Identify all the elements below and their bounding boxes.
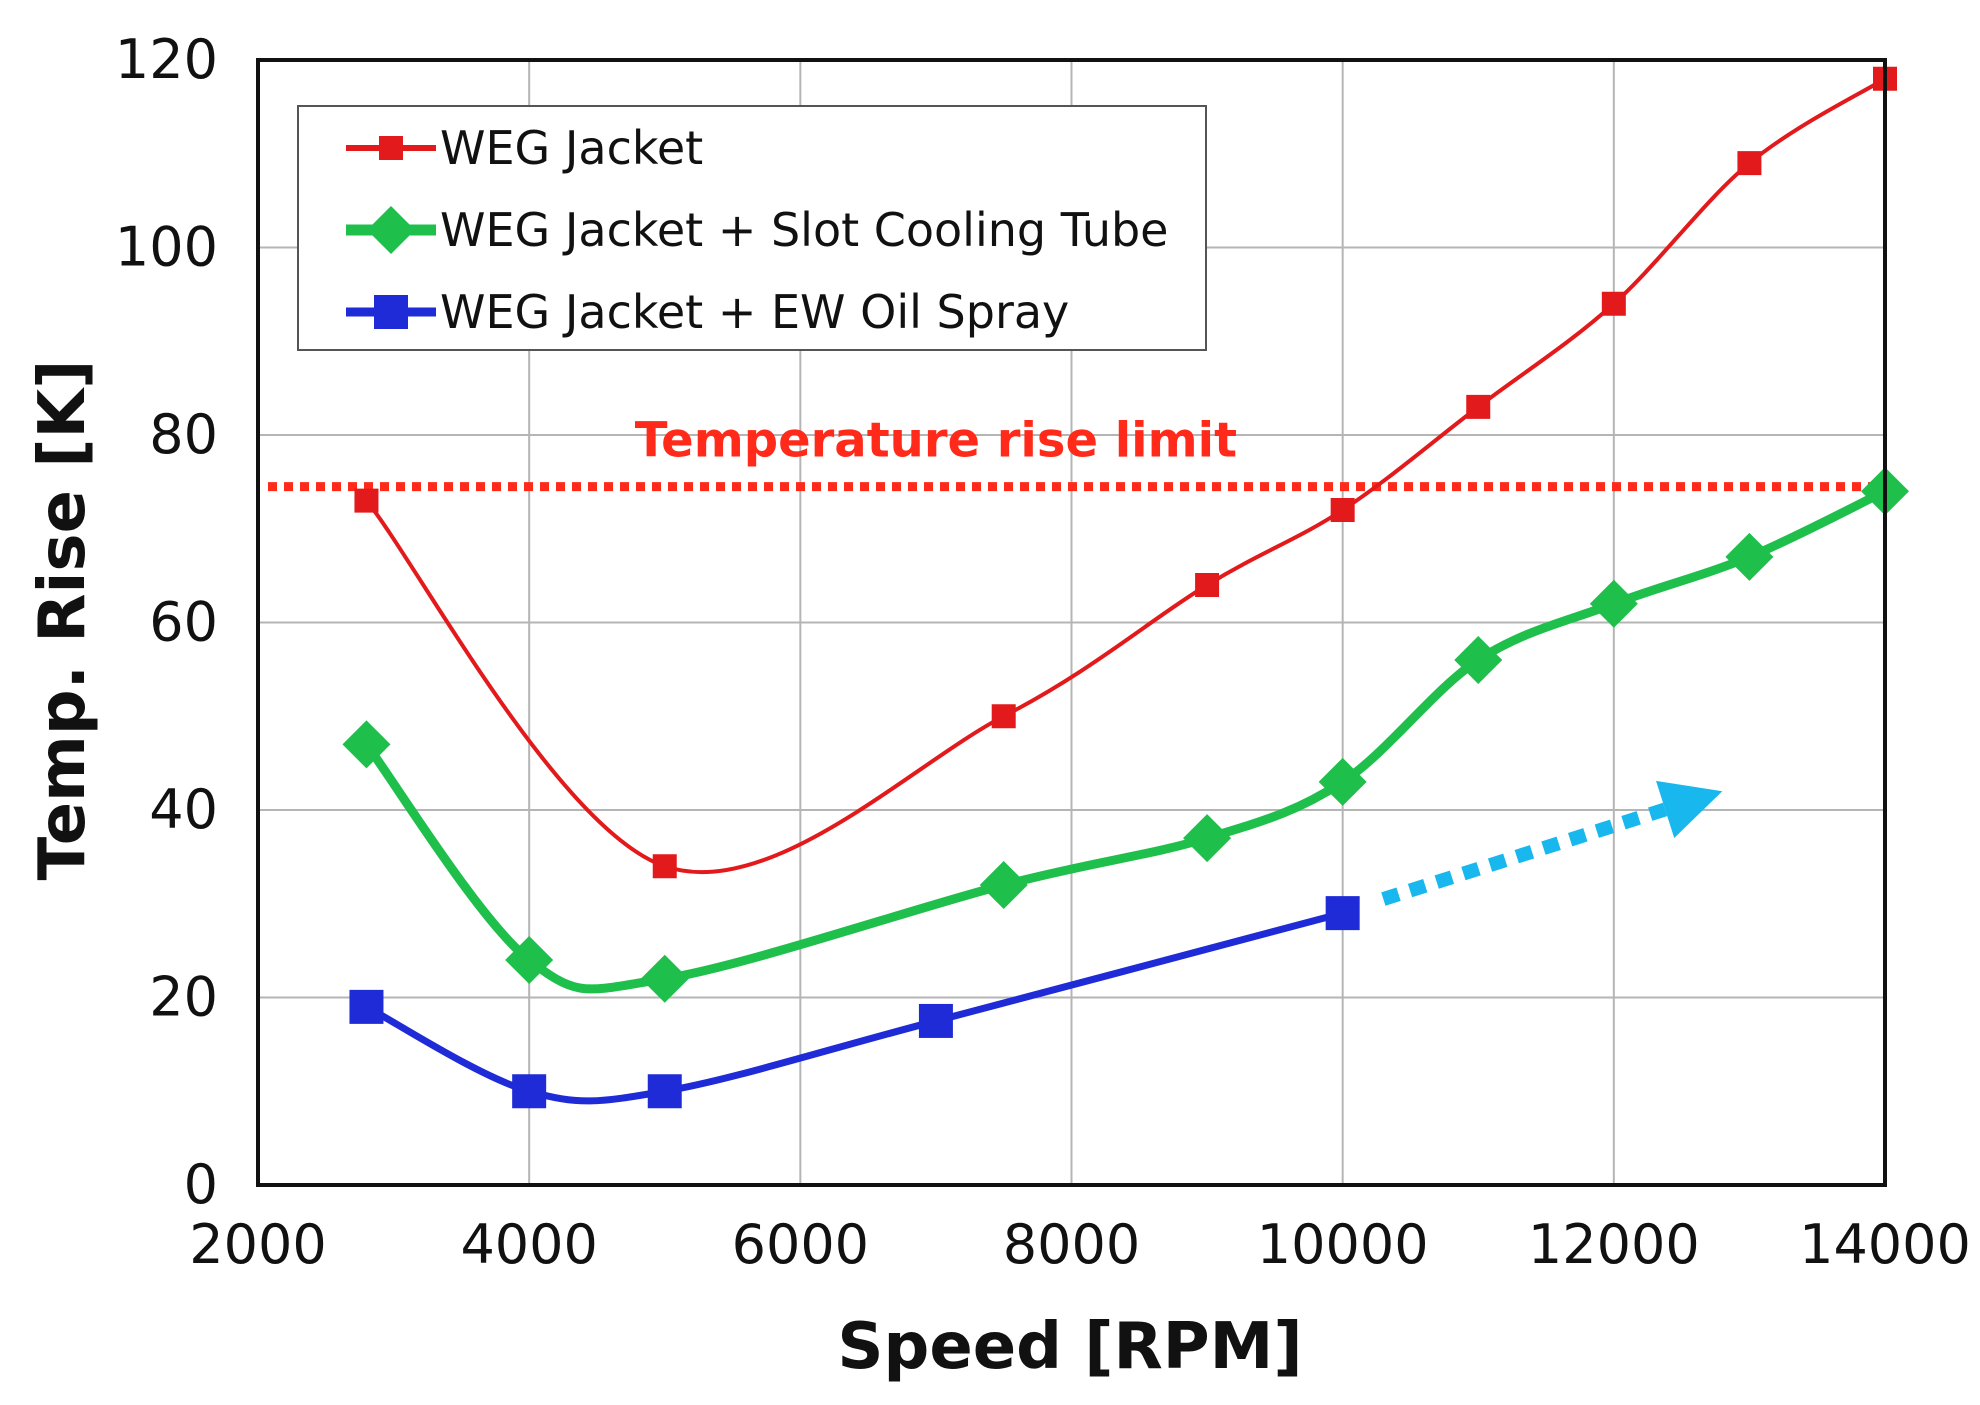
legend: WEG Jacket WEG Jacket + Slot Cooling Tube… xyxy=(297,105,1207,351)
data-point xyxy=(505,936,554,984)
series-2 xyxy=(342,467,1909,1003)
data-point xyxy=(1325,896,1360,931)
x-tick-label: 10000 xyxy=(1257,1213,1429,1276)
data-point xyxy=(647,1074,682,1109)
y-tick-label: 100 xyxy=(115,216,218,279)
data-point xyxy=(1725,532,1774,581)
legend-marker xyxy=(367,206,415,254)
series-3 xyxy=(349,896,1360,1109)
data-point xyxy=(991,704,1016,729)
data-point xyxy=(342,720,391,769)
y-tick-label: 20 xyxy=(149,966,218,1029)
legend-box xyxy=(297,105,1207,351)
data-point xyxy=(1737,151,1762,176)
y-tick-label: 0 xyxy=(184,1153,218,1216)
series-1 xyxy=(354,66,1897,879)
data-point xyxy=(512,1074,547,1109)
data-point xyxy=(1330,498,1355,522)
series-line xyxy=(362,909,1347,1105)
legend-marker xyxy=(379,136,403,160)
y-tick-label: 80 xyxy=(149,403,218,466)
x-tick-label: 2000 xyxy=(189,1213,326,1276)
x-tick-label: 4000 xyxy=(460,1213,597,1276)
x-axis-title: Speed [RPM] xyxy=(837,1310,1302,1384)
x-tick-label: 14000 xyxy=(1799,1213,1971,1276)
data-point xyxy=(979,861,1028,909)
y-tick-label: 60 xyxy=(149,591,218,654)
legend-item-3: WEG Jacket + EW Oil Spray xyxy=(346,285,1069,339)
y-tick-label: 40 xyxy=(149,778,218,841)
data-point xyxy=(1454,636,1503,684)
limit-label: Temperature rise limit xyxy=(635,413,1237,469)
x-tick-label: 12000 xyxy=(1528,1213,1700,1276)
tick-labels: 2000 4000 6000 8000 10000 12000 14000 0 20 40 60 80… xyxy=(115,28,1971,1276)
legend-label: WEG Jacket + Slot Cooling Tube xyxy=(440,203,1168,257)
trend-arrow xyxy=(1381,780,1723,906)
series-line xyxy=(361,486,1890,994)
data-point xyxy=(1183,814,1232,863)
legend-item-2: WEG Jacket + Slot Cooling Tube xyxy=(346,203,1168,257)
data-point xyxy=(1466,394,1491,419)
data-point xyxy=(349,989,384,1024)
trend-arrow-head xyxy=(1656,780,1723,839)
y-axis-title: Temp. Rise [K] xyxy=(26,360,100,881)
legend-marker xyxy=(374,295,408,329)
plot-frame xyxy=(256,58,1887,1187)
data-point xyxy=(1589,579,1638,628)
legend-label: WEG Jacket + EW Oil Spray xyxy=(440,285,1069,339)
data-point xyxy=(1195,573,1220,597)
trend-arrow-shaft xyxy=(1381,802,1668,906)
data-point xyxy=(918,1003,953,1038)
legend-label: WEG Jacket xyxy=(440,121,703,175)
x-tick-label: 8000 xyxy=(1003,1213,1140,1276)
y-tick-label: 120 xyxy=(115,28,218,91)
data-point xyxy=(354,488,379,513)
data-point xyxy=(1318,757,1367,806)
data-point xyxy=(1601,291,1626,316)
x-tick-label: 6000 xyxy=(732,1213,869,1276)
legend-item-1: WEG Jacket xyxy=(346,121,703,175)
data-point xyxy=(640,954,689,1003)
series-group xyxy=(342,66,1909,1109)
data-point xyxy=(652,854,677,879)
